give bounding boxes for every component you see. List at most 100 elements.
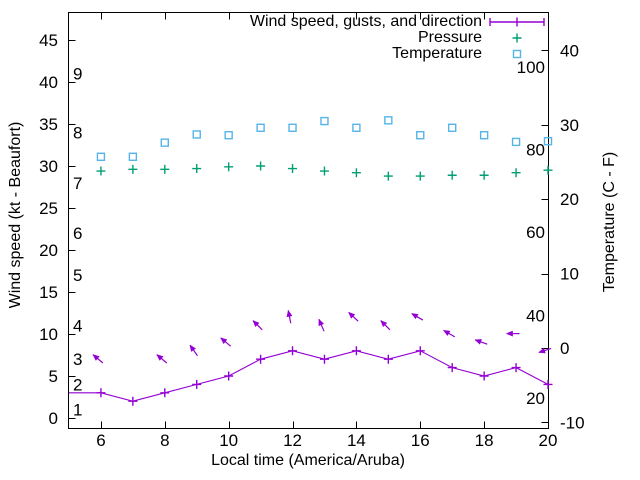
wind-speed-point [351, 346, 361, 356]
temperature-point [288, 123, 297, 132]
beaufort-label: 8 [73, 123, 82, 142]
wind-speed-point [447, 363, 457, 373]
wind-speed-point [319, 354, 329, 364]
pressure-point [160, 164, 170, 174]
y-right-tick-label: 30 [560, 116, 579, 135]
wind-direction-arrow-head [505, 330, 513, 337]
wind-speed-point [288, 346, 298, 356]
x-tick-label: 18 [475, 431, 494, 450]
temperature-square-icon [512, 49, 522, 59]
pressure-point [224, 162, 234, 172]
x-tick-label: 10 [219, 431, 238, 450]
legend-row-wind: Wind speed, gusts, and direction [250, 14, 546, 30]
temperature-point [543, 136, 553, 146]
wind-direction-arrow-head [411, 313, 419, 320]
pressure-point [96, 166, 106, 176]
legend-row-temperature: Temperature [250, 46, 546, 62]
temperature-point [192, 130, 201, 139]
wind-direction-arrow-head [252, 320, 260, 328]
pressure-plus-glyph [512, 33, 522, 43]
wind-direction-arrow-head [538, 347, 546, 354]
x-tick-label: 12 [283, 431, 302, 450]
wind-speed-point [224, 371, 234, 381]
plot-border [68, 12, 549, 429]
wind-errorbar-icon [489, 17, 545, 27]
pressure-point [415, 171, 425, 181]
pressure-point [479, 170, 489, 180]
y-left-tick-label: 20 [39, 241, 58, 260]
temperature-point [416, 131, 425, 140]
wind-speed-point [192, 379, 202, 389]
pressure-plus-icon [512, 33, 522, 43]
wind-direction-arrow-head [318, 318, 325, 327]
pressure-point [543, 165, 553, 175]
x-tick-label: 8 [160, 431, 169, 450]
x-axis-title: Local time (America/Aruba) [211, 452, 405, 469]
temperature-point [160, 138, 170, 147]
wind-speed-point [543, 379, 553, 389]
wind-speed-point [160, 388, 170, 398]
beaufort-label: 5 [73, 266, 82, 285]
wind-direction-arrow-head [92, 354, 100, 361]
wind-direction-arrow-head [286, 309, 293, 318]
wind-speed-point [96, 388, 106, 398]
beaufort-label: 4 [73, 317, 82, 336]
legend-label-wind: Wind speed, gusts, and direction [249, 13, 482, 30]
wind-speed-point [383, 354, 393, 364]
pressure-point [511, 168, 521, 178]
temperature-point [511, 137, 521, 147]
fahrenheit-label: 40 [526, 306, 545, 325]
pressure-point [192, 164, 202, 174]
pressure-point [128, 164, 138, 174]
pressure-point [256, 161, 266, 171]
y-left-tick-label: 30 [39, 157, 58, 176]
pressure-point [383, 171, 393, 181]
wind-speed-line [69, 350, 549, 402]
wind-direction-arrow-head [189, 344, 197, 352]
temperature-point [448, 123, 457, 132]
beaufort-label: 9 [73, 65, 82, 84]
pressure-point [447, 170, 457, 180]
y-right-tick-label: 0 [560, 339, 569, 358]
beaufort-label: 3 [73, 350, 82, 369]
x-tick-label: 6 [96, 431, 105, 450]
y-right-tick-label: 40 [560, 41, 579, 60]
wind-direction-arrow-head [220, 337, 228, 345]
beaufort-label: 1 [73, 401, 82, 420]
temperature-point [256, 123, 265, 132]
x-tick-label: 16 [411, 431, 430, 450]
pressure-point [319, 166, 329, 176]
fahrenheit-label: 80 [526, 140, 545, 159]
legend: Wind speed, gusts, and direction Pressur… [250, 14, 546, 62]
legend-label-pressure: Pressure [417, 29, 482, 46]
legend-row-pressure: Pressure [250, 30, 546, 46]
beaufort-label: 6 [73, 224, 82, 243]
wind-speed-point [128, 396, 138, 406]
pressure-point [288, 164, 298, 174]
beaufort-label: 7 [73, 174, 82, 193]
y-left-tick-label: 5 [49, 367, 58, 386]
temperature-point [479, 131, 489, 140]
temperature-point [224, 131, 233, 140]
x-tick-label: 14 [347, 431, 366, 450]
wind-direction-arrow-head [443, 330, 451, 337]
wind-direction-arrow-head [156, 354, 164, 361]
wind-direction-arrow-head [474, 339, 482, 345]
wind-direction-arrow-head [380, 320, 388, 328]
y-left-tick-label: 45 [39, 31, 58, 50]
y-axis-title-right: Temperature (C - F) [601, 151, 618, 293]
temperature-point [320, 116, 329, 126]
y-left-tick-label: 0 [49, 409, 58, 428]
wind-speed-point [415, 346, 425, 356]
fahrenheit-label: 20 [526, 389, 545, 408]
temperature-point [128, 152, 138, 161]
y-left-tick-label: 40 [39, 73, 58, 92]
y-right-tick-label: 20 [560, 190, 579, 209]
wind-errorbar-glyph [489, 17, 545, 27]
fahrenheit-label: 60 [526, 223, 545, 242]
wind-speed-point [479, 371, 489, 381]
wind-direction-arrow-head [348, 311, 356, 319]
temperature-point [352, 123, 361, 132]
